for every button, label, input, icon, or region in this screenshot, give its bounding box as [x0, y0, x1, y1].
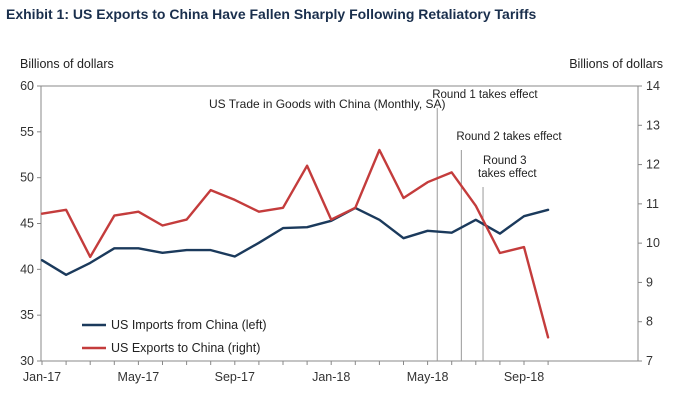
- left-axis-tick-label: 30: [20, 354, 34, 368]
- right-axis-tick-label: 11: [646, 197, 659, 211]
- right-axis-tick-label: 13: [646, 118, 660, 132]
- chart-legend: US Imports from China (left) US Exports t…: [82, 318, 267, 355]
- chart-exhibit-title: Exhibit 1: US Exports to China Have Fall…: [6, 6, 537, 22]
- left-axis-tick-label: 50: [20, 171, 34, 185]
- left-axis-tick-label: 40: [20, 262, 34, 276]
- event-annotation-line: Round 1 takes effect: [432, 89, 538, 101]
- right-axis-tick-label: 9: [646, 275, 653, 289]
- left-axis-tick-label: 60: [20, 79, 34, 93]
- chart-inner-title: US Trade in Goods with China (Monthly, S…: [209, 97, 446, 111]
- right-axis-unit-label: Billions of dollars: [569, 57, 663, 71]
- x-axis-tick-label: May-17: [118, 370, 160, 384]
- left-axis-tick-label: 55: [20, 125, 34, 139]
- event-annotation: Round 1 takes effect: [432, 89, 538, 101]
- left-axis-unit-label: Billions of dollars: [20, 57, 114, 71]
- x-axis-tick-label: Jan-18: [312, 370, 350, 384]
- series-layer: [40, 148, 550, 339]
- chart-axes: 30 35 40 45 50 55 60 7 8 9 10 11 12 13 14 Jan-17 May-17 S…: [20, 79, 660, 384]
- right-axis-tick-label: 8: [646, 315, 653, 329]
- right-axis-tick-label: 12: [646, 158, 660, 172]
- x-axis-tick-label: Sep-17: [215, 370, 255, 384]
- event-annotation: Round 3 takes effect: [478, 155, 537, 180]
- left-axis-tick-label: 35: [20, 308, 34, 322]
- event-annotation-line: Round 2 takes effect: [456, 131, 562, 143]
- right-axis-tick-label: 14: [646, 79, 660, 93]
- event-annotation-line: takes effect: [478, 168, 537, 180]
- exports-series-line: [40, 148, 550, 339]
- event-annotation: Round 2 takes effect: [456, 131, 562, 143]
- right-axis-tick-label: 10: [646, 236, 660, 250]
- right-axis-tick-label: 7: [646, 354, 653, 368]
- x-axis-tick-label: May-18: [407, 370, 449, 384]
- left-axis-tick-label: 45: [20, 217, 34, 231]
- x-axis-tick-label: Jan-17: [23, 370, 61, 384]
- legend-label: US Exports to China (right): [111, 341, 260, 355]
- x-axis-tick-label: Sep-18: [504, 370, 544, 384]
- legend-label: US Imports from China (left): [111, 318, 267, 332]
- imports-series-line: [40, 206, 550, 276]
- event-annotation-line: Round 3: [483, 155, 526, 167]
- event-lines: Round 1 takes effect Round 2 takes effect…: [432, 89, 562, 361]
